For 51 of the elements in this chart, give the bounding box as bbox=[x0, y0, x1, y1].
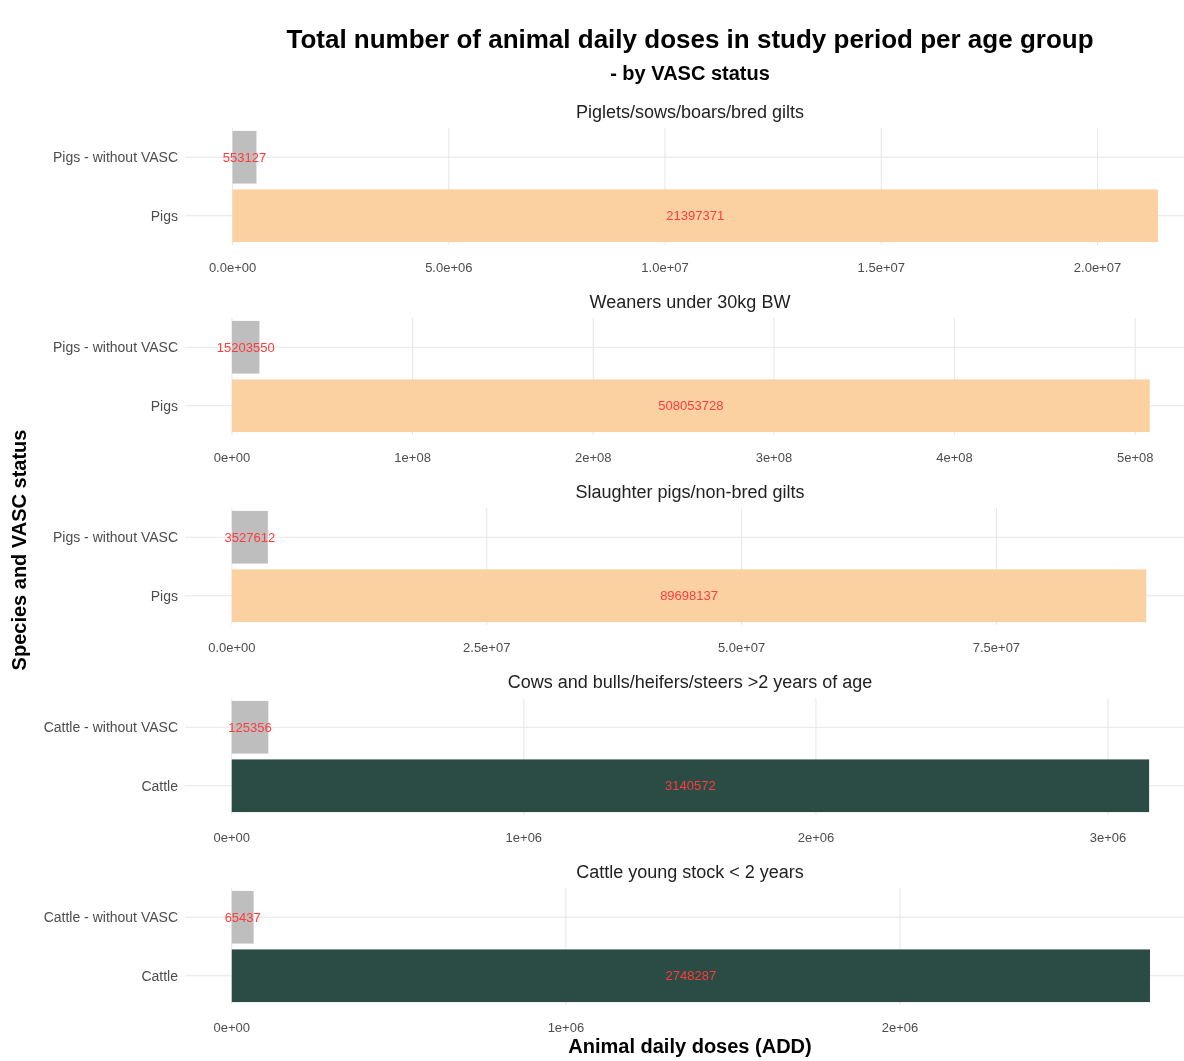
x-tick-label: 0e+00 bbox=[213, 450, 251, 465]
data-label: 21397371 bbox=[666, 208, 725, 224]
data-label: 125356 bbox=[228, 719, 272, 735]
x-tick-label: 2e+06 bbox=[797, 830, 835, 845]
x-tick-label: 3e+08 bbox=[755, 450, 793, 465]
y-tick-label: Pigs - without VASC bbox=[52, 149, 178, 166]
chart-title: Weaners under 30kg BW bbox=[589, 292, 791, 312]
y-tick-label: Pigs bbox=[150, 587, 178, 604]
text: Total number of animal daily doses in study period per age group bbox=[286, 24, 1094, 54]
x-tick-label: 1e+08 bbox=[394, 450, 431, 465]
data-label: 2748287 bbox=[665, 968, 717, 984]
chart-title: Piglets/sows/boars/bred gilts bbox=[575, 102, 805, 122]
x-tick-label: 2.0e+07 bbox=[1073, 260, 1122, 275]
text: - by VASC status bbox=[610, 62, 770, 84]
x-tick-label: 2e+06 bbox=[881, 1020, 919, 1035]
data-label: 508053728 bbox=[658, 398, 724, 414]
x-tick-label: 5.0e+07 bbox=[717, 640, 766, 655]
y-axis-title: Species and VASC status bbox=[8, 429, 30, 671]
y-tick-label: Cattle bbox=[141, 967, 179, 984]
x-tick-label: 0e+00 bbox=[213, 1020, 251, 1035]
y-tick-label: Pigs - without VASC bbox=[52, 529, 178, 546]
y-tick-label: Cattle - without VASC bbox=[43, 909, 178, 926]
x-tick-label: 0.0e+00 bbox=[208, 640, 256, 655]
x-tick-label: 1e+06 bbox=[505, 830, 543, 845]
x-tick-label: 5e+08 bbox=[1116, 450, 1154, 465]
data-label: 3140572 bbox=[665, 778, 716, 794]
x-tick-label: 1.0e+07 bbox=[641, 260, 689, 275]
data-label: 3527612 bbox=[224, 529, 276, 545]
x-tick-label: 4e+08 bbox=[936, 450, 973, 465]
y-tick-label: Pigs - without VASC bbox=[52, 339, 178, 356]
x-tick-label: 0.0e+00 bbox=[208, 260, 257, 275]
x-tick-label: 5.0e+06 bbox=[425, 260, 473, 275]
data-label: 65437 bbox=[224, 909, 261, 925]
data-label: 553127 bbox=[222, 149, 267, 165]
data-label: 15203550 bbox=[216, 339, 275, 355]
x-tick-label: 7.5e+07 bbox=[972, 640, 1021, 655]
x-tick-label: 1e+06 bbox=[547, 1020, 585, 1035]
y-tick-label: Cattle bbox=[141, 777, 179, 794]
y-tick-label: Cattle - without VASC bbox=[43, 719, 178, 736]
x-tick-label: 0e+00 bbox=[213, 830, 250, 845]
y-tick-label: Pigs bbox=[150, 207, 178, 224]
x-tick-label: 1.5e+07 bbox=[857, 260, 905, 275]
x-axis-title: Animal daily doses (ADD) bbox=[568, 1035, 812, 1057]
chart-title: Cows and bulls/heifers/steers >2 years of age bbox=[507, 672, 873, 692]
y-tick-label: Pigs bbox=[150, 397, 178, 414]
chart-title: Slaughter pigs/non-bred gilts bbox=[575, 482, 805, 502]
x-tick-label: 2.5e+07 bbox=[463, 640, 511, 655]
chart-title: Cattle young stock < 2 years bbox=[576, 862, 804, 882]
data-label: 89698137 bbox=[660, 588, 718, 604]
x-tick-label: 2e+08 bbox=[575, 450, 612, 465]
x-tick-label: 3e+06 bbox=[1089, 830, 1127, 845]
